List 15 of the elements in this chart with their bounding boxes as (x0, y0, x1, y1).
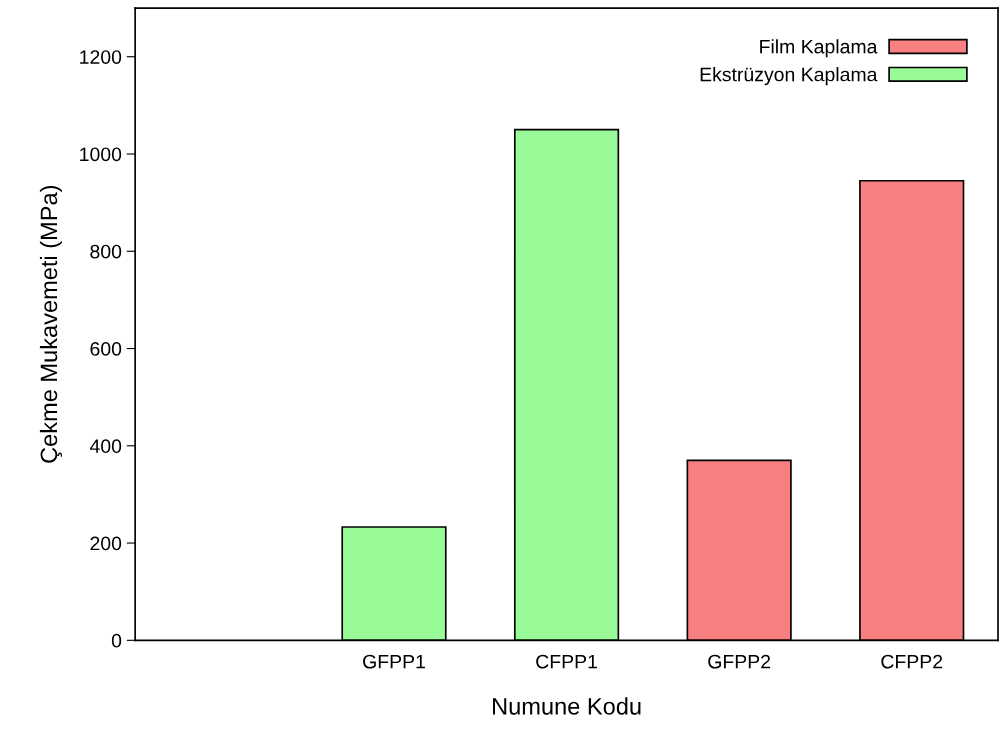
y-tick-label: 1000 (80, 147, 122, 162)
y-tick-label: 0 (111, 633, 122, 648)
legend-label: Film Kaplama (760, 39, 878, 58)
x-tick-label: CFPP2 (881, 654, 943, 669)
x-axis-title: Numune Kodu (493, 697, 641, 715)
y-tick-label: 800 (90, 244, 122, 259)
y-axis-title: Çekme Mukavemeti (MPa) (39, 185, 63, 463)
y-tick-label: 200 (90, 536, 122, 551)
x-tick-label: CFPP1 (536, 654, 597, 669)
x-tick-label: GFPP1 (363, 654, 425, 669)
x-tick-label: GFPP2 (708, 654, 771, 669)
y-tick-label: 1200 (80, 50, 122, 64)
legend-label: Ekstrüzyon Kaplama (700, 67, 878, 86)
y-tick-label: 400 (89, 439, 122, 454)
y-tick-label: 600 (90, 341, 122, 356)
